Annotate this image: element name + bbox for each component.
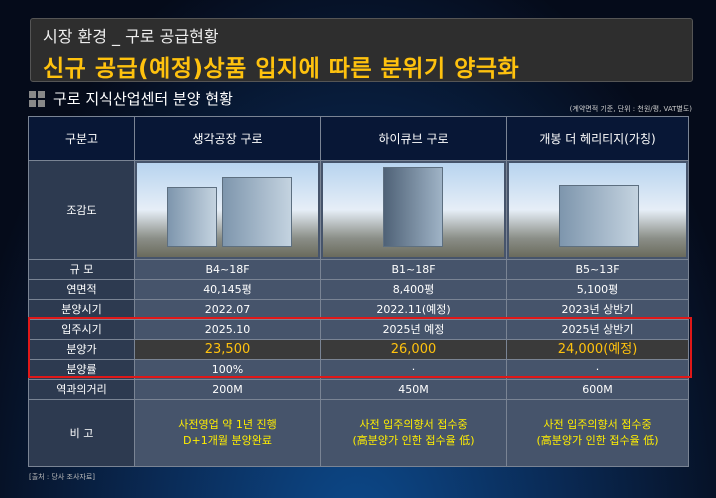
row-label: 연면적: [28, 279, 135, 300]
price-cell: 23,500: [134, 339, 321, 360]
header-subtitle: 시장 환경 _ 구로 공급현황: [43, 27, 219, 46]
remark-line: 사전영업 약 1년 진행: [178, 418, 277, 431]
header-title: 신규 공급(예정)상품 입지에 따른 분위기 양극화: [43, 56, 520, 82]
section-title: 구로 지식산업센터 분양 현황: [53, 90, 233, 108]
row-label: 분양률: [28, 359, 135, 380]
cell: 450M: [320, 379, 507, 400]
cell: 2022.07: [134, 299, 321, 320]
table-row: 분양시기 2022.07 2022.11(예정) 2023년 상반기: [28, 299, 689, 320]
remark-cell: 사전 입주의향서 접수중 (高분양가 인한 접수율 低): [506, 399, 689, 467]
row-label: 비 고: [28, 399, 135, 467]
column-header: 생각공장 구로: [134, 116, 321, 161]
cell: 2025년 예정: [320, 319, 507, 340]
column-header: 하이큐브 구로: [320, 116, 507, 161]
remark-cell: 사전 입주의향서 접수중 (高분양가 인한 접수율 低): [320, 399, 507, 467]
cell: 40,145평: [134, 279, 321, 300]
cell: ·: [320, 359, 507, 380]
image-row: 조감도: [28, 160, 689, 260]
cell: 8,400평: [320, 279, 507, 300]
column-header: 개봉 더 헤리티지(가칭): [506, 116, 689, 161]
section-heading: 구로 지식산업센터 분양 현황: [29, 88, 233, 109]
table-row: 연면적 40,145평 8,400평 5,100평: [28, 279, 689, 300]
cell: B1~18F: [320, 259, 507, 280]
highlight-box-right: [690, 317, 692, 378]
price-cell: 26,000: [320, 339, 507, 360]
row-label: 입주시기: [28, 319, 135, 340]
table-row: 분양률 100% · ·: [28, 359, 689, 380]
cell: 2023년 상반기: [506, 299, 689, 320]
row-label: 역과의거리: [28, 379, 135, 400]
cell: 2025년 상반기: [506, 319, 689, 340]
row-label: 규 모: [28, 259, 135, 280]
cell: B4~18F: [134, 259, 321, 280]
cell: 200M: [134, 379, 321, 400]
remark-line: 사전 입주의향서 접수중: [359, 418, 468, 431]
supply-table: 구분고 생각공장 구로 하이큐브 구로 개봉 더 헤리티지(가칭) 조감도 규 …: [28, 116, 689, 467]
table-row-price: 분양가 23,500 26,000 24,000(예정): [28, 339, 689, 360]
cell: B5~13F: [506, 259, 689, 280]
cell: 2022.11(예정): [320, 299, 507, 320]
remark-line: (高분양가 인한 접수율 低): [536, 434, 659, 447]
table-row: 규 모 B4~18F B1~18F B5~13F: [28, 259, 689, 280]
unit-note: (계약면적 기준, 단위 : 천원/평, VAT별도): [569, 105, 692, 113]
cell: 2025.10: [134, 319, 321, 340]
row-label: 분양가: [28, 339, 135, 360]
price-cell: 24,000(예정): [506, 339, 689, 360]
grid-bullet-icon: [29, 90, 45, 107]
remarks-row: 비 고 사전영업 약 1년 진행 D+1개월 분양완료 사전 입주의향서 접수중 (…: [28, 399, 689, 467]
cell: 5,100평: [506, 279, 689, 300]
header-banner: 시장 환경 _ 구로 공급현황 신규 공급(예정)상품 입지에 따른 분위기 양…: [30, 18, 693, 82]
remark-line: 사전 입주의향서 접수중: [543, 418, 652, 431]
corner-header: 구분고: [28, 116, 135, 161]
building-rendering-image: [137, 163, 318, 257]
cell: 100%: [134, 359, 321, 380]
row-label: 조감도: [28, 160, 135, 260]
table-row: 입주시기 2025.10 2025년 예정 2025년 상반기: [28, 319, 689, 340]
source-note: [출처 : 당사 조사자료]: [29, 473, 96, 481]
row-label: 분양시기: [28, 299, 135, 320]
cell: ·: [506, 359, 689, 380]
table-row: 역과의거리 200M 450M 600M: [28, 379, 689, 400]
remark-line: D+1개월 분양완료: [183, 434, 272, 447]
cell: 600M: [506, 379, 689, 400]
building-rendering-image: [509, 163, 686, 257]
remark-cell: 사전영업 약 1년 진행 D+1개월 분양완료: [134, 399, 321, 467]
remark-line: (高분양가 인한 접수율 低): [352, 434, 475, 447]
building-rendering-image: [323, 163, 504, 257]
table-header-row: 구분고 생각공장 구로 하이큐브 구로 개봉 더 헤리티지(가칭): [28, 116, 689, 161]
